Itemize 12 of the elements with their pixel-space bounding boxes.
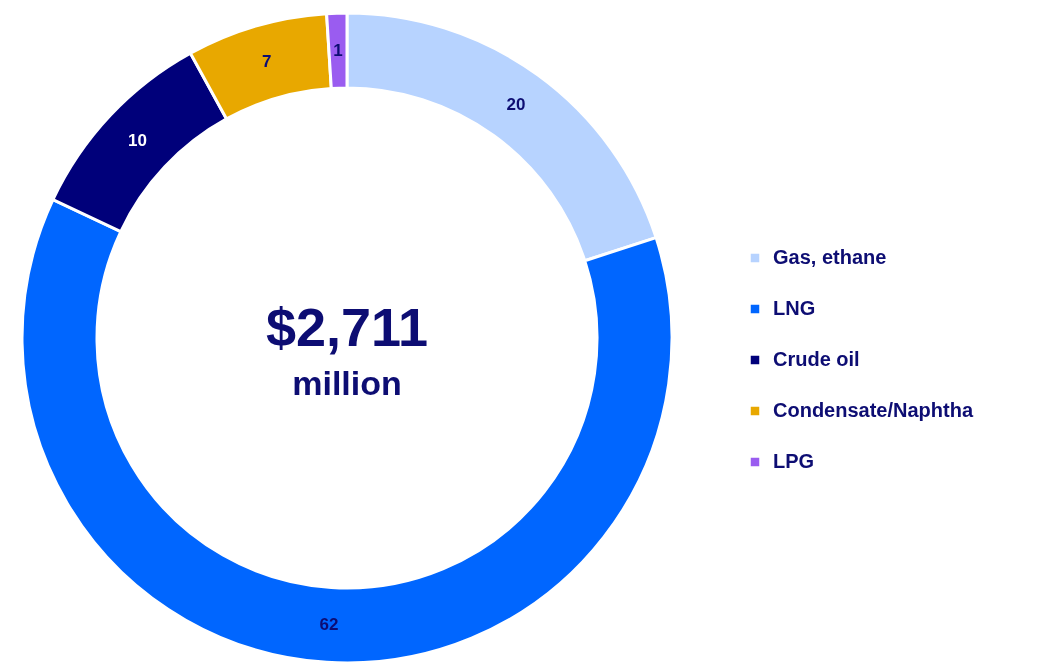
data-label: 20 [506,95,526,115]
data-label: 10 [127,131,147,151]
text: $2,711 [265,297,429,357]
text: million [292,364,402,402]
data-label: 62 [319,614,339,634]
legend-label: LPG [773,450,815,472]
legend-label: Gas, ethane [773,246,887,268]
data-label: 1 [333,40,343,60]
legend-label: Condensate/Naphtha [773,399,974,421]
data-label: 7 [262,51,272,71]
legend-label: LNG [773,297,816,319]
legend-label: Crude oil [773,348,860,370]
